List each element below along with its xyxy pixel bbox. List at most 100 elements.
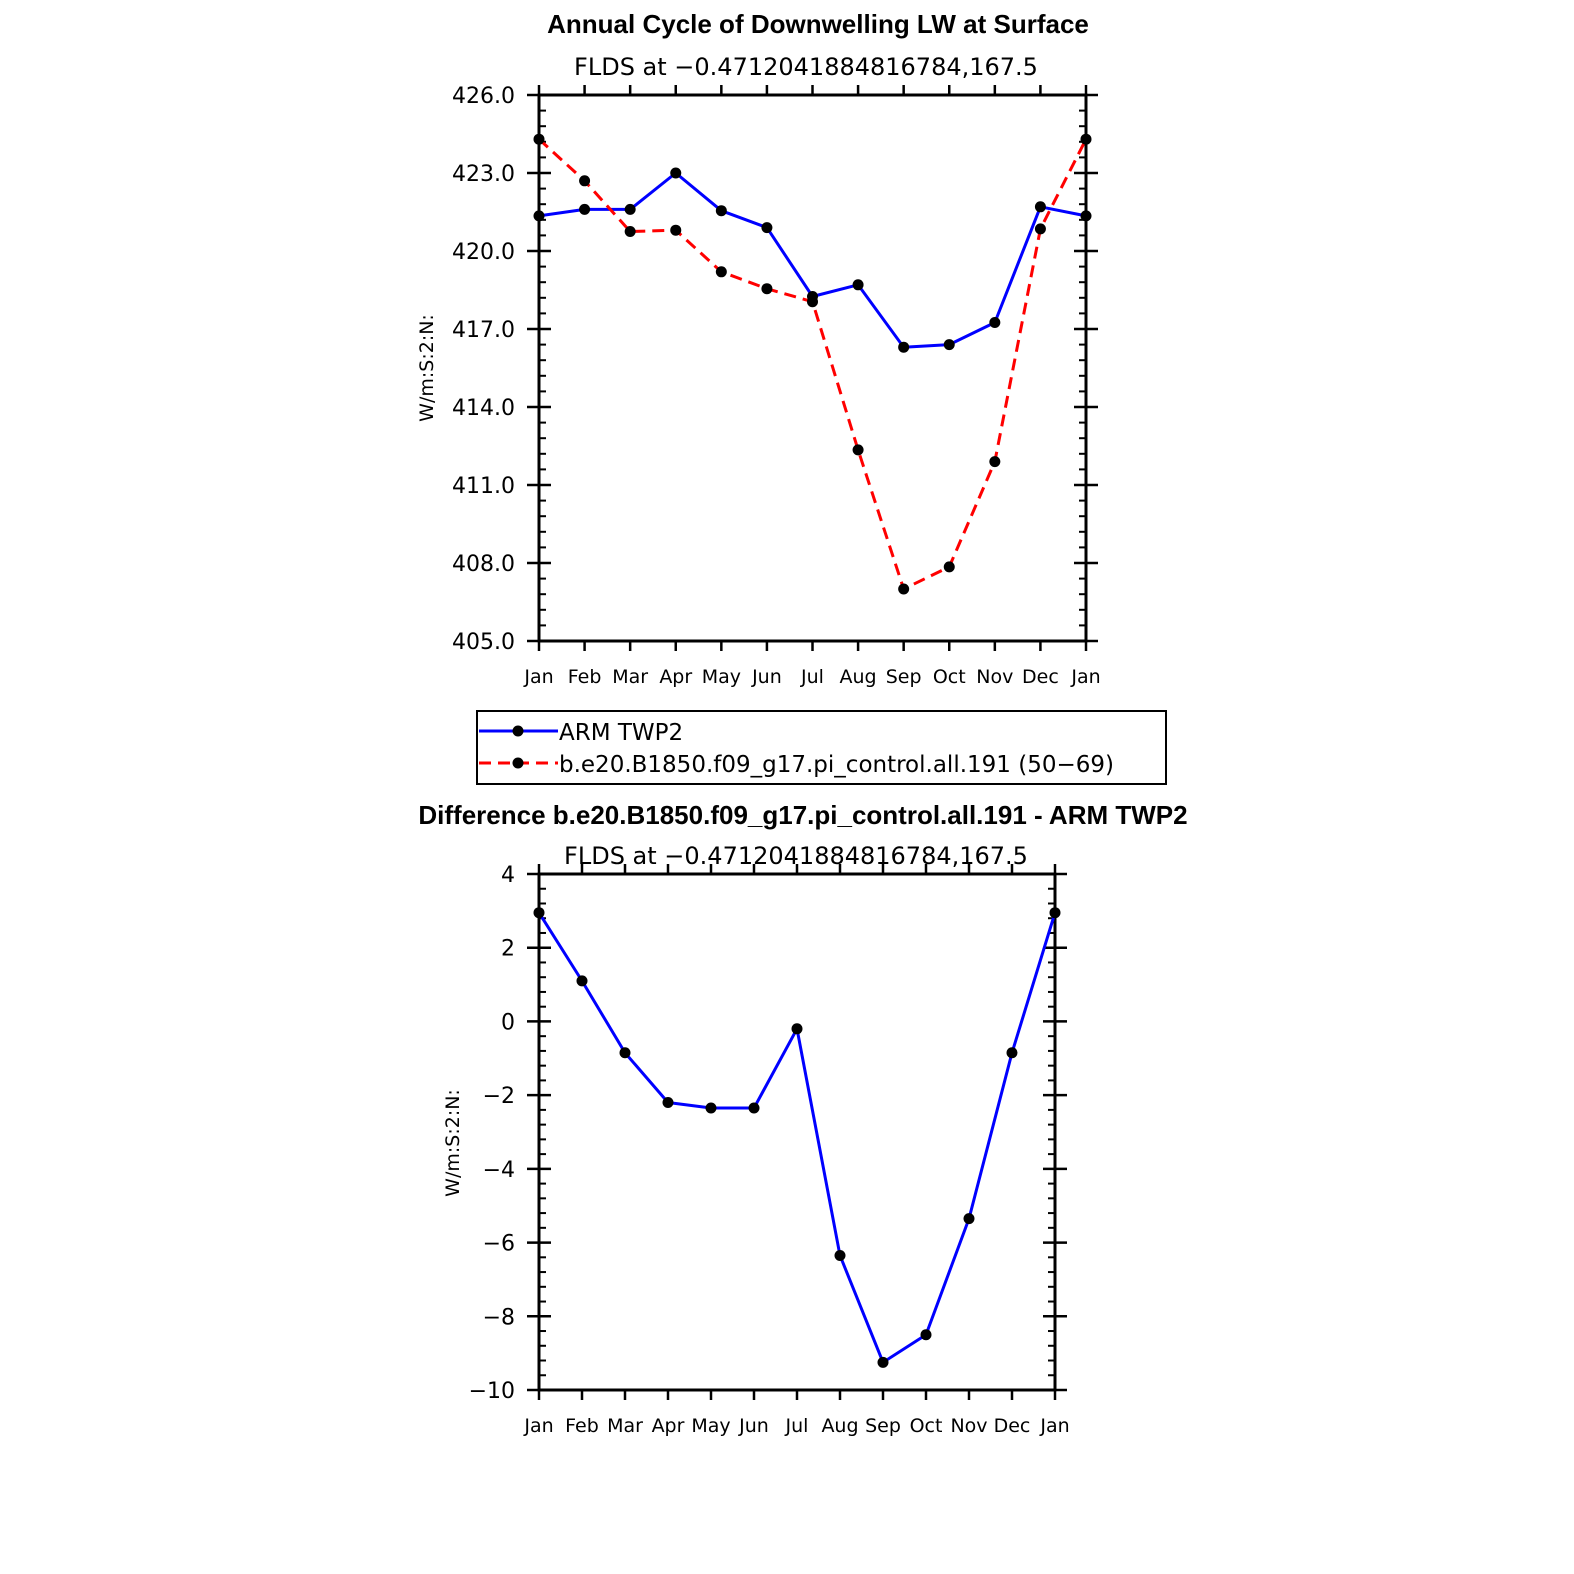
series-0-point [670,167,682,179]
bottom-plot-area: −10 −8 −6 −4 −2 0 2 4 Jan Feb Mar Apr May Jun Jul Aug Se… [469,863,1070,1437]
x-tick-label: Jun [738,1415,769,1437]
x-tick-label: Jul [785,1415,809,1437]
legend-marker-model [512,757,524,769]
series-0-point [619,1047,631,1059]
x-tick-label: Sep [886,666,922,688]
series-0-point [624,203,636,215]
x-tick-label: Feb [565,1415,599,1437]
x-tick-label: Jan [523,1415,553,1437]
legend-box [476,710,1167,785]
series-line-0 [538,171,1087,349]
y-tick-label: −10 [469,1379,515,1404]
y-tick-label: −8 [483,1305,515,1330]
series-1-point [579,175,591,187]
y-tick-label: 417.0 [452,318,515,343]
series-0-point [761,222,773,234]
legend: ARM TWP2 b.e20.B1850.f09_g17.pi_control.… [476,710,1167,785]
y-tick-label: 426.0 [452,84,515,109]
series-1-point [1080,133,1092,145]
bottom-chart: Difference b.e20.B1850.f09_g17.pi_contro… [418,800,1187,1437]
series-0-point [533,907,545,919]
series-0-point [533,210,545,222]
x-tick-label: Jan [1070,666,1100,688]
bottom-chart-title: Difference b.e20.B1850.f09_g17.pi_contro… [418,800,1187,830]
series-0-point [920,1329,932,1341]
x-tick-label: Dec [994,1415,1031,1437]
series-1-point [943,561,955,573]
y-tick-label: 414.0 [452,396,515,421]
y-tick-label: 2 [501,937,515,962]
series-1-point [715,266,727,278]
series-1-point [898,583,910,595]
series-0-point [705,1102,717,1114]
x-tick-label: Feb [568,666,602,688]
series-0-point [852,279,864,291]
x-tick-label: Aug [821,1415,858,1437]
x-tick-label: Jan [1039,1415,1069,1437]
series-1-point [533,133,545,145]
series-0-point [748,1102,760,1114]
x-tick-label: Mar [607,1415,643,1437]
series-0-point [898,341,910,353]
top-chart-title: Annual Cycle of Downwelling LW at Surfac… [547,9,1089,39]
series-0-point [943,339,955,351]
x-tick-label: Oct [933,666,966,688]
series-0-point [1049,907,1061,919]
y-tick-label: −6 [483,1232,515,1257]
series-1-point [670,224,682,236]
series-1-point [852,444,864,456]
y-tick-label: 4 [501,863,515,888]
x-tick-label: Apr [659,666,692,688]
series-0-point [579,203,591,215]
top-chart-subtitle: FLDS at −0.4712041884816784,167.5 [574,53,1038,81]
y-tick-label: 420.0 [452,240,515,265]
x-tick-label: Sep [865,1415,901,1437]
x-tick-label: Oct [910,1415,943,1437]
y-tick-label: 405.0 [452,630,515,655]
top-chart: Annual Cycle of Downwelling LW at Surfac… [416,9,1167,785]
x-tick-label: Dec [1022,666,1059,688]
series-1-point [989,456,1001,468]
y-tick-label: −2 [483,1084,515,1109]
x-tick-label: Aug [840,666,877,688]
top-plot-area: 405.0 408.0 411.0 414.0 417.0 420.0 423.0 426.0… [452,84,1101,688]
series-0-point [963,1213,975,1225]
plot-frame [537,93,1088,643]
series-0-point [1080,210,1092,222]
x-tick-label: Apr [652,1415,685,1437]
y-tick-label: −4 [483,1158,515,1183]
series-0-point [877,1356,889,1368]
series-0-point [576,975,588,987]
series-1-point [624,226,636,237]
x-tick-label: May [691,1415,730,1437]
y-tick-label: 408.0 [452,552,515,577]
legend-marker-arm [512,725,524,737]
plot-frame [537,872,1057,1392]
x-tick-label: May [702,666,741,688]
y-tick-label: 411.0 [452,474,515,499]
legend-label-model: b.e20.B1850.f09_g17.pi_control.all.191 (… [559,752,1114,778]
series-0-point [1006,1047,1018,1059]
bottom-chart-ylabel: W/m:S:2:N: [442,1089,464,1197]
series-0-point [791,1023,803,1035]
series-line-1 [537,138,1088,591]
x-tick-label: Jun [751,666,782,688]
series-0-point [715,205,727,217]
x-tick-label: Jul [800,666,824,688]
y-tick-label: 0 [501,1010,515,1035]
series-0-point [1034,201,1046,213]
series-1-point [1034,223,1046,235]
top-chart-ylabel: W/m:S:2:N: [416,314,438,422]
x-tick-label: Jan [523,666,553,688]
y-tick-label: 423.0 [452,162,515,187]
x-tick-label: Mar [612,666,648,688]
series-1-point [761,283,773,295]
x-tick-label: Nov [950,1415,987,1437]
x-tick-label: Nov [976,666,1013,688]
series-1-point [807,296,818,308]
series-0-point [834,1249,846,1261]
legend-label-arm: ARM TWP2 [559,720,683,746]
series-0-point [989,317,1001,328]
series-0-point [662,1097,674,1109]
